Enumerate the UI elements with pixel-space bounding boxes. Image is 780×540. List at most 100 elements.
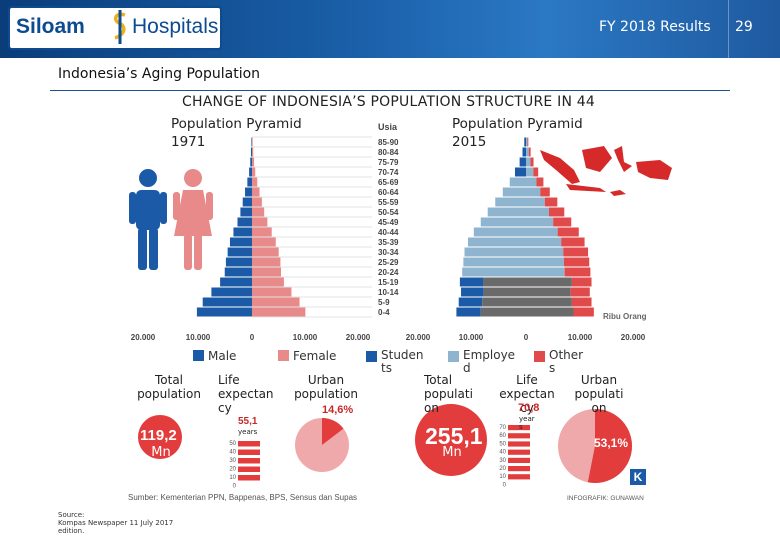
urban-pop-1971-value: 14,6% [322,404,354,416]
life-bar-segment [508,425,530,431]
x-tick-1971: 20.000 [346,333,371,342]
bar-female-2015 [526,157,531,167]
main-title: CHANGE OF INDONESIA’S POPULATION STRUCTU… [182,94,595,110]
life-exp-1971-value: 55,1 [238,416,258,427]
pyramid-1971-label: Population Pyramid 1971 [171,115,302,151]
life-axis-tick: 10 [499,474,506,480]
bar-male-1971 [227,247,252,257]
total-pop-2015-unit: Mn [442,445,462,460]
total-pop-2015-circle [415,404,487,476]
report-title: FY 2018 Results [599,19,711,35]
total-pop-2015-value: 255,1 [425,423,483,449]
bar-female-2015 [526,247,564,257]
unit-label: Ribu Orang [603,312,647,321]
bar-female-1971 [252,187,260,197]
age-group-label: 35-39 [378,238,399,247]
bar-male-1971 [250,147,252,157]
bar-female-2015 [526,287,571,297]
bar-male-1971 [233,227,252,237]
bar-female-2015 [526,147,529,157]
bar-male-1971 [242,197,252,207]
bar-male-1971 [229,237,252,247]
indonesia-map-icon [540,146,672,196]
female-person-icon [173,169,213,270]
siloam-logo: Siloam Hospitals [8,6,222,50]
legend-students-swatch [366,351,377,362]
bar-others-2015 [571,277,592,287]
bar-male-1971 [240,207,252,217]
life-exp-2015-label: Life expectan cy [499,373,555,415]
age-group-label: 80-84 [378,148,399,157]
legend-others-swatch [534,351,545,362]
age-group-label: 85-90 [378,138,399,147]
x-tick-2015: 10.000 [459,333,484,342]
bar-others-2015 [561,237,585,247]
age-group-label: 0-4 [378,308,390,317]
bar-others-2015 [573,307,594,317]
life-axis-tick: 40 [229,450,236,456]
bar-students-2015 [458,297,483,307]
bar-others-2015 [544,197,558,207]
life-bar-segment [238,441,260,447]
bar-male-2015 [524,137,526,147]
life-exp-2015-unit: year s [519,415,535,431]
source-note: Source: Kompas Newspaper 11 July 2017 ed… [58,511,174,535]
life-expectancy-2015-bars: 70 60 50 40 30 20 10 0 [499,425,530,488]
life-bar-segment [508,433,530,439]
infographic-credit: INFOGRAFIK: GUNAWAN [567,495,644,502]
life-bar-segment [238,475,260,481]
legend-female-label: Female [293,349,337,363]
bar-male-2015 [509,177,526,187]
total-pop-1971-value: 119,2 [140,427,177,444]
bar-male-2015 [495,197,526,207]
bar-female-2015 [526,237,562,247]
life-axis-tick: 30 [499,458,506,464]
x-tick-2015: 0 [524,333,529,342]
age-group-label: 15-19 [378,278,399,287]
x-tick-2015: 10.000 [568,333,593,342]
bar-others-2015 [528,147,531,157]
bar-others-2015 [527,137,529,147]
bar-others-2015 [540,187,550,197]
total-pop-2015-label: Total populati on [424,373,473,415]
bar-female-2015 [526,217,554,227]
header-divider [728,0,729,58]
life-axis-tick: 50 [499,441,506,447]
bar-male-2015 [464,247,526,257]
bar-female-2015 [526,227,558,237]
life-axis-tick: 70 [499,425,506,431]
x-tick-1971: 20.000 [131,333,156,342]
bar-male-2015 [463,257,526,267]
urban-pop-2015-label: Urban populati on [574,373,624,415]
bar-others-2015 [548,207,565,217]
bar-male-2015 [483,277,526,287]
bar-female-1971 [252,297,300,307]
bar-male-2015 [468,237,526,247]
pyramid-2015-title: Population Pyramid [452,116,583,132]
logo-text-left: Siloam [16,15,85,38]
x-tick-2015: 20.000 [621,333,646,342]
kompas-k-icon: K [630,469,646,485]
bar-male-2015 [480,217,526,227]
life-exp-1971-label: Life expectan cy [218,373,274,415]
age-group-label: 30-34 [378,248,399,257]
life-bar-segment [238,466,260,472]
bar-female-2015 [526,307,574,317]
bar-female-1971 [252,287,292,297]
life-axis-tick: 50 [229,441,236,447]
pyramid-2015-year: 2015 [452,134,487,150]
bar-female-2015 [526,177,537,187]
x-tick-1971: 0 [250,333,255,342]
bar-male-2015 [473,227,526,237]
header-bar: Siloam Hospitals FY 2018 Results 29 [0,0,780,58]
bar-male-2015 [482,297,526,307]
age-group-label: 60-64 [378,188,399,197]
bar-female-1971 [252,177,258,187]
life-bar-segment [508,466,530,472]
life-bar-segment [238,449,260,455]
bar-male-2015 [502,187,526,197]
life-axis-tick: 0 [503,482,507,488]
age-group-label: 50-54 [378,208,399,217]
total-pop-1971-label: Total population [137,373,201,401]
logo-text-right: Hospitals [132,15,219,38]
